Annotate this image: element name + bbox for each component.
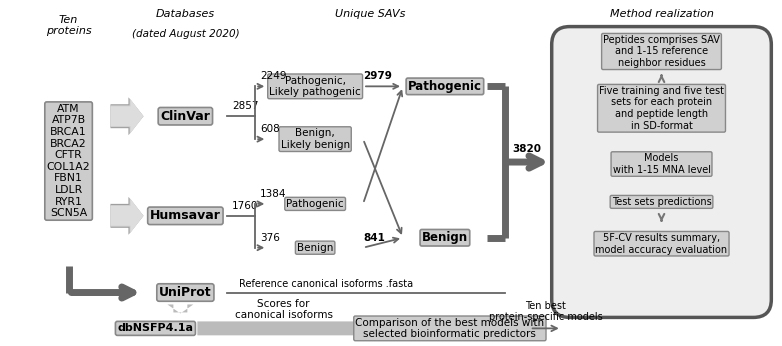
Text: Unique SAVs: Unique SAVs [335, 9, 405, 19]
Text: dbNSFP4.1a: dbNSFP4.1a [117, 324, 193, 334]
Text: Scores for
canonical isoforms: Scores for canonical isoforms [235, 299, 332, 320]
Text: Ten best
protein-specific models: Ten best protein-specific models [489, 301, 603, 322]
Text: (dated August 2020): (dated August 2020) [131, 29, 239, 39]
Text: Peptides comprises SAV
and 1-15 reference
neighbor residues: Peptides comprises SAV and 1-15 referenc… [603, 35, 720, 68]
Text: 608: 608 [260, 124, 280, 134]
Text: Method realization: Method realization [610, 9, 713, 19]
Polygon shape [110, 99, 143, 133]
Text: 1760: 1760 [232, 201, 259, 211]
Polygon shape [110, 197, 143, 235]
Text: Comparison of the best models with
selected bioinformatic predictors: Comparison of the best models with selec… [355, 318, 544, 339]
Text: ClinVar: ClinVar [160, 110, 210, 123]
Text: Test sets predictions: Test sets predictions [612, 197, 712, 207]
Text: Benign: Benign [421, 231, 468, 244]
Text: Five training and five test
sets for each protein
and peptide length
in SD-forma: Five training and five test sets for eac… [599, 86, 724, 131]
Text: 841: 841 [363, 233, 385, 243]
Text: 376: 376 [260, 233, 280, 243]
Text: Databases: Databases [156, 9, 215, 19]
Text: UniProt: UniProt [159, 286, 212, 299]
Text: Pathogenic: Pathogenic [408, 80, 482, 93]
Text: Reference canonical isoforms .fasta: Reference canonical isoforms .fasta [239, 279, 414, 289]
Polygon shape [110, 199, 143, 233]
Polygon shape [167, 304, 193, 313]
Polygon shape [110, 198, 143, 234]
Text: 5F-CV results summary,
model accuracy evaluation: 5F-CV results summary, model accuracy ev… [595, 233, 727, 255]
Text: ATM
ATP7B
BRCA1
BRCA2
CFTR
COL1A2
FBN1
LDLR
RYR1
SCN5A: ATM ATP7B BRCA1 BRCA2 CFTR COL1A2 FBN1 L… [47, 104, 91, 218]
Text: 2857: 2857 [232, 101, 259, 111]
Polygon shape [110, 98, 143, 134]
Text: Benign: Benign [297, 243, 333, 253]
Text: 2979: 2979 [363, 71, 392, 81]
Text: Pathogenic,
Likely pathogenic: Pathogenic, Likely pathogenic [269, 75, 361, 97]
Text: Pathogenic: Pathogenic [286, 199, 344, 209]
Polygon shape [110, 97, 143, 135]
Text: Humsavar: Humsavar [150, 209, 221, 222]
FancyBboxPatch shape [552, 27, 771, 317]
Text: 3820: 3820 [513, 144, 542, 154]
Polygon shape [197, 316, 370, 341]
Text: Models
with 1-15 MNA level: Models with 1-15 MNA level [612, 153, 711, 175]
Text: 1384: 1384 [260, 189, 287, 199]
Text: 2249: 2249 [260, 71, 287, 81]
Text: Ten
proteins: Ten proteins [46, 15, 91, 36]
Text: Benign,
Likely benign: Benign, Likely benign [281, 128, 350, 150]
